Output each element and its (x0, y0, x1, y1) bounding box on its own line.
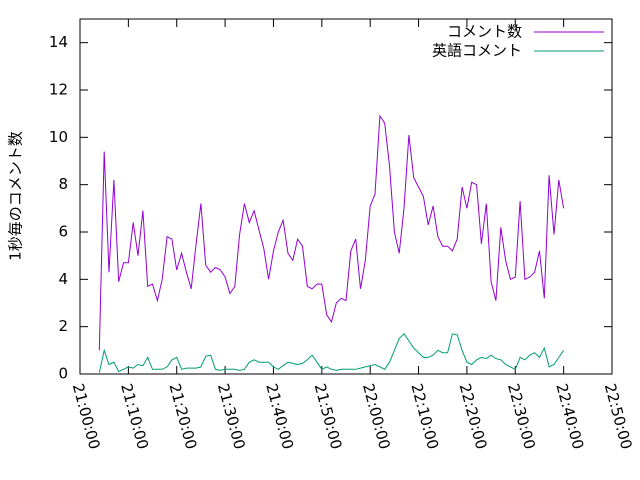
legend-label: コメント数 (447, 23, 522, 41)
y-tick-label: 4 (58, 270, 68, 288)
x-tick-label: 22:00:00 (359, 382, 394, 452)
y-axis-label: 1秒毎のコメント数 (7, 131, 25, 261)
x-tick-label: 22:20:00 (456, 382, 491, 452)
y-tick-label: 14 (49, 33, 68, 51)
x-tick-label: 21:30:00 (214, 382, 249, 452)
x-tick-label: 21:10:00 (117, 382, 152, 452)
x-tick-label: 21:20:00 (166, 382, 201, 452)
plot-frame (79, 18, 613, 375)
x-tick-label: 21:40:00 (262, 382, 297, 452)
x-tick-label: 22:10:00 (407, 382, 442, 452)
x-tick-label: 22:50:00 (601, 382, 636, 452)
y-tick-label: 8 (58, 175, 68, 193)
data-line (98, 333, 565, 373)
y-tick-label: 0 (58, 365, 68, 383)
x-tick-label: 22:30:00 (504, 382, 539, 452)
y-tick-label: 6 (58, 223, 68, 241)
x-tick-label: 21:50:00 (311, 382, 346, 452)
legend-label: 英語コメント (432, 42, 522, 60)
y-tick-label: 10 (49, 128, 68, 146)
x-tick-label: 21:00:00 (69, 382, 104, 452)
y-tick-label: 12 (49, 81, 68, 99)
x-tick-label: 22:40:00 (552, 382, 587, 452)
data-line (98, 114, 565, 351)
y-tick-label: 2 (58, 317, 68, 335)
